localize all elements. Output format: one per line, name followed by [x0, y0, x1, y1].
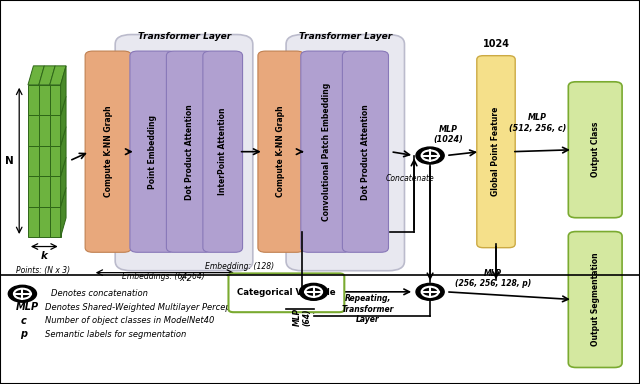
Text: Compute K-NN Graph: Compute K-NN Graph: [104, 106, 113, 197]
FancyBboxPatch shape: [477, 56, 515, 248]
Bar: [39, 146, 50, 176]
Text: p: p: [20, 329, 28, 339]
FancyBboxPatch shape: [130, 51, 176, 252]
Text: Transformer Layer: Transformer Layer: [299, 32, 392, 41]
Text: Dot Product Attention: Dot Product Attention: [185, 104, 194, 200]
Text: Denotes Shared-Weighted Multilayer Perceptron: Denotes Shared-Weighted Multilayer Perce…: [45, 303, 248, 312]
Text: x 2: x 2: [179, 274, 192, 283]
Text: Categorical Variable: Categorical Variable: [237, 288, 336, 297]
Bar: [39, 85, 50, 115]
Text: N: N: [5, 156, 14, 166]
FancyBboxPatch shape: [203, 51, 243, 252]
Text: Points: (N x 3): Points: (N x 3): [16, 266, 70, 275]
Polygon shape: [28, 66, 44, 85]
Text: MLP
(512, 256, c): MLP (512, 256, c): [509, 113, 566, 132]
Circle shape: [8, 285, 36, 302]
Text: 1024: 1024: [483, 39, 509, 49]
Text: MLP: MLP: [16, 302, 39, 312]
Polygon shape: [39, 66, 55, 85]
Bar: [39, 207, 50, 237]
FancyBboxPatch shape: [568, 82, 622, 218]
Bar: [28, 85, 39, 115]
Bar: [28, 207, 39, 237]
Polygon shape: [50, 66, 66, 85]
Text: Point Embedding: Point Embedding: [148, 115, 157, 189]
Polygon shape: [61, 157, 66, 207]
Text: Denotes concatenation: Denotes concatenation: [51, 289, 148, 298]
FancyBboxPatch shape: [568, 232, 622, 367]
Text: Output Segmentation: Output Segmentation: [591, 253, 600, 346]
Circle shape: [416, 147, 444, 164]
Bar: [50, 207, 61, 237]
Text: Repeating,
Transformer
Layer: Repeating, Transformer Layer: [342, 294, 394, 324]
Text: Embeddings: (64, 64): Embeddings: (64, 64): [122, 272, 204, 281]
Bar: [28, 115, 39, 146]
Bar: [39, 176, 50, 207]
Polygon shape: [61, 187, 66, 237]
Text: k: k: [41, 251, 48, 261]
Text: MLP
(1024): MLP (1024): [433, 125, 463, 144]
FancyBboxPatch shape: [115, 35, 253, 271]
Text: Output Class: Output Class: [591, 122, 600, 177]
Bar: [28, 176, 39, 207]
Text: MLP
(256, 256, 128, p): MLP (256, 256, 128, p): [454, 269, 531, 288]
FancyBboxPatch shape: [286, 35, 404, 271]
Text: Compute K-NN Graph: Compute K-NN Graph: [276, 106, 285, 197]
Polygon shape: [61, 96, 66, 146]
Text: Semantic labels for segmentation: Semantic labels for segmentation: [45, 329, 186, 339]
Text: Dot Product Attention: Dot Product Attention: [361, 104, 370, 200]
FancyBboxPatch shape: [228, 273, 344, 312]
Bar: [39, 115, 50, 146]
Bar: [50, 115, 61, 146]
Text: Convolutional Patch Embedding: Convolutional Patch Embedding: [321, 83, 331, 221]
Bar: [50, 146, 61, 176]
FancyBboxPatch shape: [258, 51, 304, 252]
Polygon shape: [61, 127, 66, 176]
Circle shape: [416, 283, 444, 300]
Text: Number of object classes in ModelNet40: Number of object classes in ModelNet40: [45, 316, 214, 325]
FancyBboxPatch shape: [85, 51, 131, 252]
Bar: [28, 146, 39, 176]
Text: Embedding: (128): Embedding: (128): [205, 262, 274, 271]
Text: c: c: [20, 316, 26, 326]
Text: Global Point Feature: Global Point Feature: [492, 107, 500, 196]
Bar: [50, 85, 61, 115]
Text: Concatenate: Concatenate: [385, 174, 434, 183]
Bar: [50, 176, 61, 207]
Text: MLP
(64): MLP (64): [292, 308, 312, 326]
Polygon shape: [61, 66, 66, 115]
FancyBboxPatch shape: [301, 51, 351, 252]
Circle shape: [300, 283, 328, 300]
Text: Transformer Layer: Transformer Layer: [138, 32, 231, 41]
FancyBboxPatch shape: [342, 51, 388, 252]
Text: InterPoint Attention: InterPoint Attention: [218, 108, 227, 195]
FancyBboxPatch shape: [166, 51, 212, 252]
